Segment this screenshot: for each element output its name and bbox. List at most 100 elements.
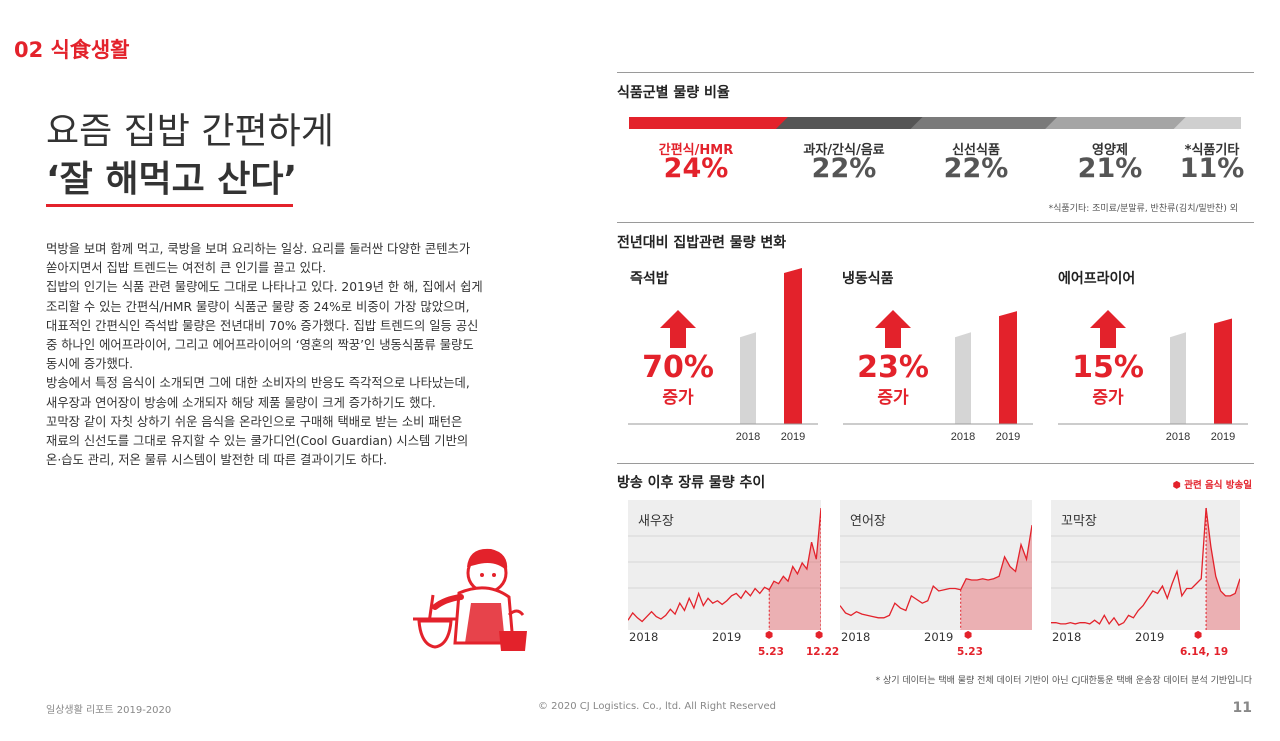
yoy-year-label: 2019 xyxy=(1211,431,1235,443)
group-title-airfryer: 에어프라이어 xyxy=(1058,271,1136,287)
section-tag: 02 식食생활 xyxy=(14,34,130,64)
yoy-bars-airfryer: 2018 2019 xyxy=(1058,318,1248,443)
panel-title-saeujang: 새우장 xyxy=(638,514,674,529)
series-line xyxy=(768,507,821,591)
share-segment-2 xyxy=(898,117,1058,129)
footer-copyright: © 2020 CJ Logistics. Co., ltd. All Right… xyxy=(538,701,777,712)
trend-chart-yeoneojang xyxy=(840,524,1032,630)
up-arrow-icon xyxy=(660,310,696,348)
share-value-snack: 22% xyxy=(811,153,877,184)
cook-mixing-bowl-illustration xyxy=(413,548,527,651)
yoy-year-label: 2019 xyxy=(996,431,1020,443)
group-title-rice: 즉석밥 xyxy=(630,271,669,287)
x-tick-label: 2019 xyxy=(712,630,742,644)
panel-title-yeoneojang: 연어장 xyxy=(850,514,886,529)
yoy-year-label: 2018 xyxy=(951,431,975,443)
legend: ⬢ 관련 음식 방송일 xyxy=(1173,477,1252,491)
yoy-bar-2019 xyxy=(999,311,1017,424)
body-line: 온·습도 관리, 저온 물류 시스템이 발전한 데 따른 결과이기도 하다. xyxy=(46,453,388,468)
yoy-year-label: 2019 xyxy=(781,431,805,443)
body-line: 중 하나인 에어프라이어, 그리고 에어프라이어의 ‘영혼의 짝꿍’인 냉동식품… xyxy=(46,338,474,353)
yoy-bar-2018 xyxy=(1170,332,1186,424)
share-value-etc: 11% xyxy=(1179,153,1245,184)
body-line: 재료의 신선도를 그대로 유지할 수 있는 쿨가디언(Cool Guardian… xyxy=(46,434,469,449)
series-line xyxy=(1205,507,1240,597)
broadcast-marker-icon: ⬢ xyxy=(1194,630,1203,641)
x-tick-label: 2018 xyxy=(629,630,659,644)
body-line: 대표적인 간편식인 즉석밥 물량은 전년대비 70% 증가했다. 집밥 트렌드의… xyxy=(46,318,479,333)
change-label-rice: 증가 xyxy=(662,388,694,408)
change-pct-airfryer: 15% xyxy=(1072,350,1144,385)
divider xyxy=(617,72,1254,73)
x-tick-label: 2019 xyxy=(1135,630,1165,644)
section-number: 02 xyxy=(14,38,44,62)
panel-saeujang xyxy=(628,500,821,630)
x-tick-label: 2018 xyxy=(1052,630,1082,644)
yoy-bars-frozen: 2018 2019 xyxy=(843,311,1033,443)
headline-line-2: ‘잘 해먹고 산다’ xyxy=(46,159,298,200)
share-label-hmr: 간편식/HMR xyxy=(658,143,734,158)
panel-kkomakjang xyxy=(1051,500,1240,630)
section-title: 식食생활 xyxy=(50,38,130,62)
headline-underline xyxy=(46,204,293,207)
share-value-hmr: 24% xyxy=(663,153,729,184)
legend-marker-icon: ⬢ xyxy=(1172,480,1181,491)
page-title: 요즘 집밥 간편하게 ‘잘 해먹고 산다’ xyxy=(46,108,334,204)
change-pct-frozen: 23% xyxy=(857,350,929,385)
share-value-supplement: 21% xyxy=(1077,153,1143,184)
headline-line-1: 요즘 집밥 간편하게 xyxy=(46,111,334,152)
yoy-year-label: 2018 xyxy=(1166,431,1190,443)
body-line: 방송에서 특정 음식이 소개되면 그에 대한 소비자의 반응도 즉각적으로 나타… xyxy=(46,376,470,391)
yoy-bar-2019 xyxy=(1214,318,1232,424)
share-label-supplement: 영양제 xyxy=(1092,143,1128,158)
page-number: 11 xyxy=(1232,700,1252,716)
trend-chart-kkomakjang xyxy=(1051,507,1240,630)
series-line xyxy=(840,584,961,619)
up-arrow-icon xyxy=(1090,310,1126,348)
panel-title-kkomakjang: 꼬막장 xyxy=(1061,514,1097,529)
body-line: 꼬막장 같이 자칫 상하기 쉬운 음식을 온라인으로 구매해 택배로 받는 소비… xyxy=(46,414,463,429)
share-label-snack: 과자/간식/음료 xyxy=(803,143,885,158)
broadcast-date-label: 6.14, 19 xyxy=(1180,646,1229,658)
trend-chart-saeujang xyxy=(628,507,821,630)
yoy-bar-2019 xyxy=(784,268,802,424)
share-segment-1 xyxy=(763,117,923,129)
yoy-year-label: 2018 xyxy=(736,431,760,443)
share-value-fresh: 22% xyxy=(943,153,1009,184)
yoy-bar-2018 xyxy=(955,332,971,424)
broadcast-marker-icon: ⬢ xyxy=(815,630,824,641)
x-tick-label: 2018 xyxy=(841,630,871,644)
broadcast-marker-icon: ⬢ xyxy=(765,630,774,641)
share-stacked-bar xyxy=(629,117,1241,129)
broadcast-marker-icon: ⬢ xyxy=(964,630,973,641)
legend-label: 관련 음식 방송일 xyxy=(1184,480,1252,491)
change-label-frozen: 증가 xyxy=(877,388,909,408)
trend-chart-title: 방송 이후 장류 물량 추이 xyxy=(617,475,766,491)
series-line xyxy=(960,524,1032,591)
broadcast-date-label: 12.22 xyxy=(806,646,840,658)
footer-report-name: 일상생활 리포트 2019-2020 xyxy=(46,705,172,716)
body-line: 먹방을 보며 함께 먹고, 쿡방을 보며 요리하는 일상. 요리를 둘러싼 다양… xyxy=(46,242,471,256)
body-line: 동시에 증가했다. xyxy=(46,357,134,372)
body-line: 쏟아지면서 집밥 트렌드는 여전히 큰 인기를 끌고 있다. xyxy=(46,261,327,276)
yoy-bar-2018 xyxy=(740,332,756,424)
series-line xyxy=(628,586,770,623)
up-arrow-icon xyxy=(875,310,911,348)
share-footnote: *식품기타: 조미료/분말류, 반찬류(김치/밑반찬) 외 xyxy=(1048,204,1238,214)
share-chart-title: 식품군별 물량 비율 xyxy=(617,85,730,101)
share-segment-3 xyxy=(1033,117,1186,129)
yoy-bars-rice: 2018 2019 xyxy=(628,268,818,443)
yoy-chart-title: 전년대비 집밥관련 물량 변화 xyxy=(617,235,787,251)
divider xyxy=(617,222,1254,223)
panel-yeoneojang xyxy=(840,500,1032,630)
change-label-airfryer: 증가 xyxy=(1092,388,1124,408)
share-label-fresh: 신선식품 xyxy=(952,143,1000,158)
share-segment-0 xyxy=(629,117,788,129)
x-tick-label: 2019 xyxy=(924,630,954,644)
broadcast-date-label: 5.23 xyxy=(957,646,983,658)
group-title-frozen: 냉동식품 xyxy=(842,271,894,287)
broadcast-date-label: 5.23 xyxy=(758,646,784,658)
post-broadcast-area xyxy=(1206,508,1240,630)
body-line: 새우장과 연어장이 방송에 소개되자 해당 제품 물량이 크게 증가하기도 했다… xyxy=(46,395,436,410)
series-line xyxy=(1051,507,1207,626)
